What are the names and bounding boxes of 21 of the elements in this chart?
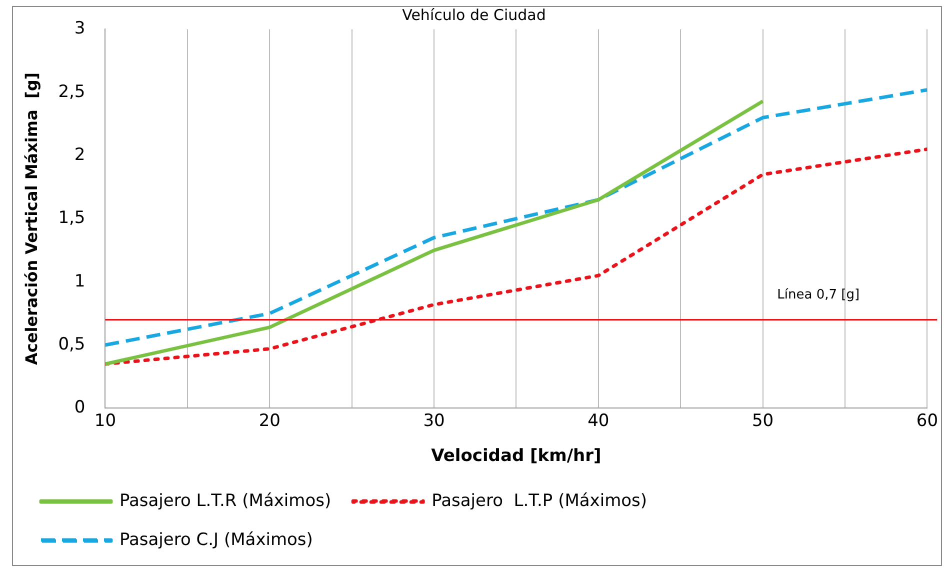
x-tick-label: 10 [94,410,116,431]
ref-line-label: Línea 0,7 [g] [777,288,860,303]
y-tick-label: 0,5 [58,334,86,354]
x-tick-label: 40 [588,410,610,431]
legend-label: Pasajero C.J (Máximos) [120,530,313,550]
x-axis-title: Velocidad [km/hr] [431,446,602,466]
y-tick-label: 1 [74,271,86,292]
y-tick-label: 3 [74,18,86,39]
x-tick-label: 60 [916,410,938,431]
y-tick-label: 2,5 [58,82,86,102]
x-tick-label: 20 [258,410,280,431]
x-tick-label: 50 [752,410,774,431]
legend-label: Pasajero L.T.R (Máximos) [120,490,332,511]
legend-label: Pasajero L.T.P (Máximos) [432,490,648,511]
x-tick-label: 30 [423,410,445,431]
y-tick-label: 1,5 [58,208,86,228]
y-tick-label: 0 [74,398,86,418]
line-series [105,88,928,347]
y-axis-title: Aceleración Vertical Máxima [g] [22,72,41,365]
y-tick-label: 2 [74,144,86,165]
chart-title: Vehículo de Ciudad [402,6,546,24]
